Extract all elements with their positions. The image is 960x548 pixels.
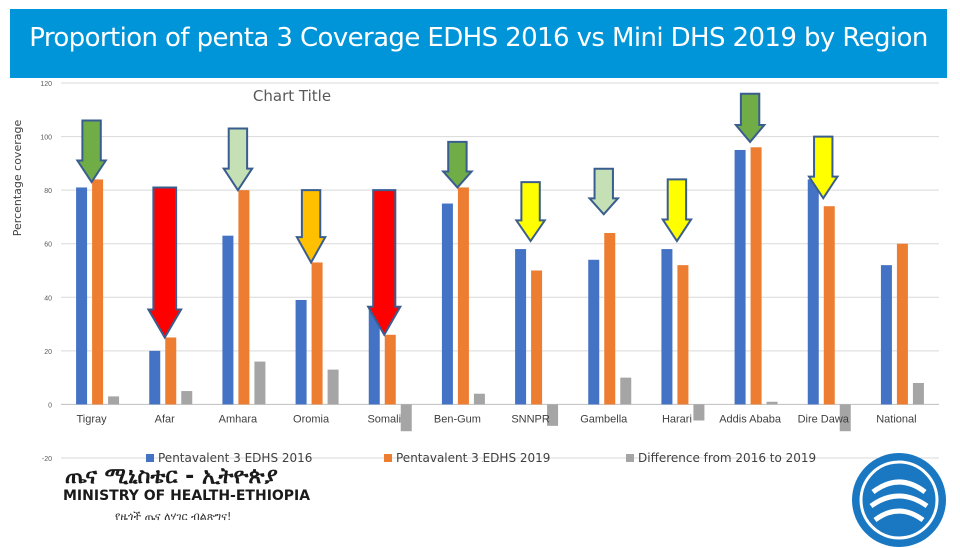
y-axis-label: Percentage coverage bbox=[11, 120, 24, 237]
bar bbox=[766, 401, 778, 405]
down-arrow-annotation bbox=[807, 135, 840, 200]
bar bbox=[254, 361, 266, 405]
bar bbox=[547, 404, 559, 426]
bar bbox=[311, 262, 323, 405]
bar bbox=[108, 396, 120, 405]
down-arrow-annotation bbox=[75, 119, 108, 184]
x-tick-label: Gambella bbox=[580, 413, 628, 425]
down-arrow-annotation bbox=[514, 181, 547, 243]
bar bbox=[880, 265, 892, 405]
down-arrow-annotation bbox=[221, 127, 254, 192]
y-tick-label: -20 bbox=[42, 456, 52, 462]
bar bbox=[327, 369, 339, 405]
bar bbox=[238, 190, 250, 405]
bar bbox=[473, 393, 485, 405]
bar bbox=[384, 334, 396, 405]
y-tick-label: 20 bbox=[44, 349, 52, 356]
x-tick-label: Somali bbox=[367, 413, 401, 425]
bar bbox=[750, 147, 762, 405]
bar bbox=[807, 179, 819, 405]
legend-label: Difference from 2016 to 2019 bbox=[638, 451, 816, 462]
bar bbox=[531, 270, 543, 405]
legend-swatch bbox=[146, 454, 154, 462]
legend-swatch bbox=[384, 454, 392, 462]
bar bbox=[515, 249, 527, 405]
bar bbox=[661, 249, 673, 405]
bar bbox=[839, 404, 851, 432]
bar bbox=[295, 299, 307, 405]
bar bbox=[604, 233, 616, 405]
bar bbox=[823, 206, 835, 405]
down-arrow-annotation bbox=[366, 189, 403, 337]
bar bbox=[677, 265, 689, 405]
down-arrow-annotation bbox=[295, 189, 327, 265]
logo-english-name: MINISTRY OF HEALTH-ETHIOPIA bbox=[63, 488, 311, 504]
down-arrow-annotation bbox=[146, 186, 183, 340]
bar bbox=[76, 187, 88, 405]
bar bbox=[181, 391, 193, 405]
bar bbox=[165, 337, 177, 405]
bar-chart: -20 0 20 40 60 80 100 120 Tigray Afar Amhara Oromia… bbox=[11, 81, 939, 462]
x-axis-label: Administrative regions bbox=[459, 460, 538, 462]
logo-amharic-name: ጤና ሚኒስቴር - ኢትዮጵያ bbox=[65, 464, 278, 489]
bar bbox=[92, 179, 104, 405]
x-tick-label: Oromia bbox=[293, 413, 330, 425]
down-arrow-annotation bbox=[733, 92, 767, 144]
chart-title: Chart Title bbox=[253, 87, 331, 105]
y-tick-label: 100 bbox=[40, 135, 52, 142]
bar bbox=[441, 203, 453, 405]
bar bbox=[222, 235, 234, 405]
down-arrow-annotation bbox=[440, 140, 474, 189]
ministry-logo: ጤና ሚኒስቴር - ኢትዮጵያ MINISTRY OF HEALTH-ETHI… bbox=[55, 462, 340, 532]
x-tick-label: Dire Dawa bbox=[798, 413, 850, 425]
down-arrow-annotation bbox=[660, 178, 693, 243]
bar bbox=[620, 377, 632, 405]
bar bbox=[896, 243, 908, 405]
bar bbox=[457, 187, 469, 405]
legend-label: Pentavalent 3 EDHS 2016 bbox=[158, 451, 312, 462]
y-tick-label: 80 bbox=[44, 188, 52, 195]
ministry-seal-icon bbox=[852, 453, 946, 547]
bar bbox=[912, 383, 924, 405]
down-arrow-annotation bbox=[587, 167, 621, 216]
logo-motto: የዜጎች ጤና ለሃገር ብልጽግና! bbox=[115, 510, 232, 523]
y-tick-label: 120 bbox=[40, 81, 52, 88]
x-tick-label: Tigray bbox=[77, 413, 108, 425]
title-banner: Proportion of penta 3 Coverage EDHS 2016… bbox=[10, 9, 947, 78]
y-tick-label: 40 bbox=[44, 295, 52, 302]
bar bbox=[368, 308, 380, 405]
bar bbox=[149, 350, 161, 405]
x-tick-label: Afar bbox=[155, 413, 176, 425]
bar bbox=[588, 259, 600, 405]
x-tick-label: Addis Ababa bbox=[719, 413, 782, 425]
y-tick-label: 0 bbox=[48, 402, 52, 409]
y-tick-label: 60 bbox=[44, 242, 52, 249]
legend-label: Pentavalent 3 EDHS 2019 bbox=[396, 451, 550, 462]
x-tick-label: Ben-Gum bbox=[434, 413, 481, 425]
x-tick-label: Amhara bbox=[219, 413, 258, 425]
x-tick-label: SNNPR bbox=[511, 413, 550, 425]
bar bbox=[400, 404, 412, 432]
x-tick-label: Harari bbox=[662, 413, 692, 425]
x-tick-label: National bbox=[876, 413, 916, 425]
slide-title: Proportion of penta 3 Coverage EDHS 2016… bbox=[29, 23, 928, 53]
bar bbox=[693, 404, 705, 421]
legend-swatch bbox=[626, 454, 634, 462]
bar bbox=[734, 149, 746, 405]
